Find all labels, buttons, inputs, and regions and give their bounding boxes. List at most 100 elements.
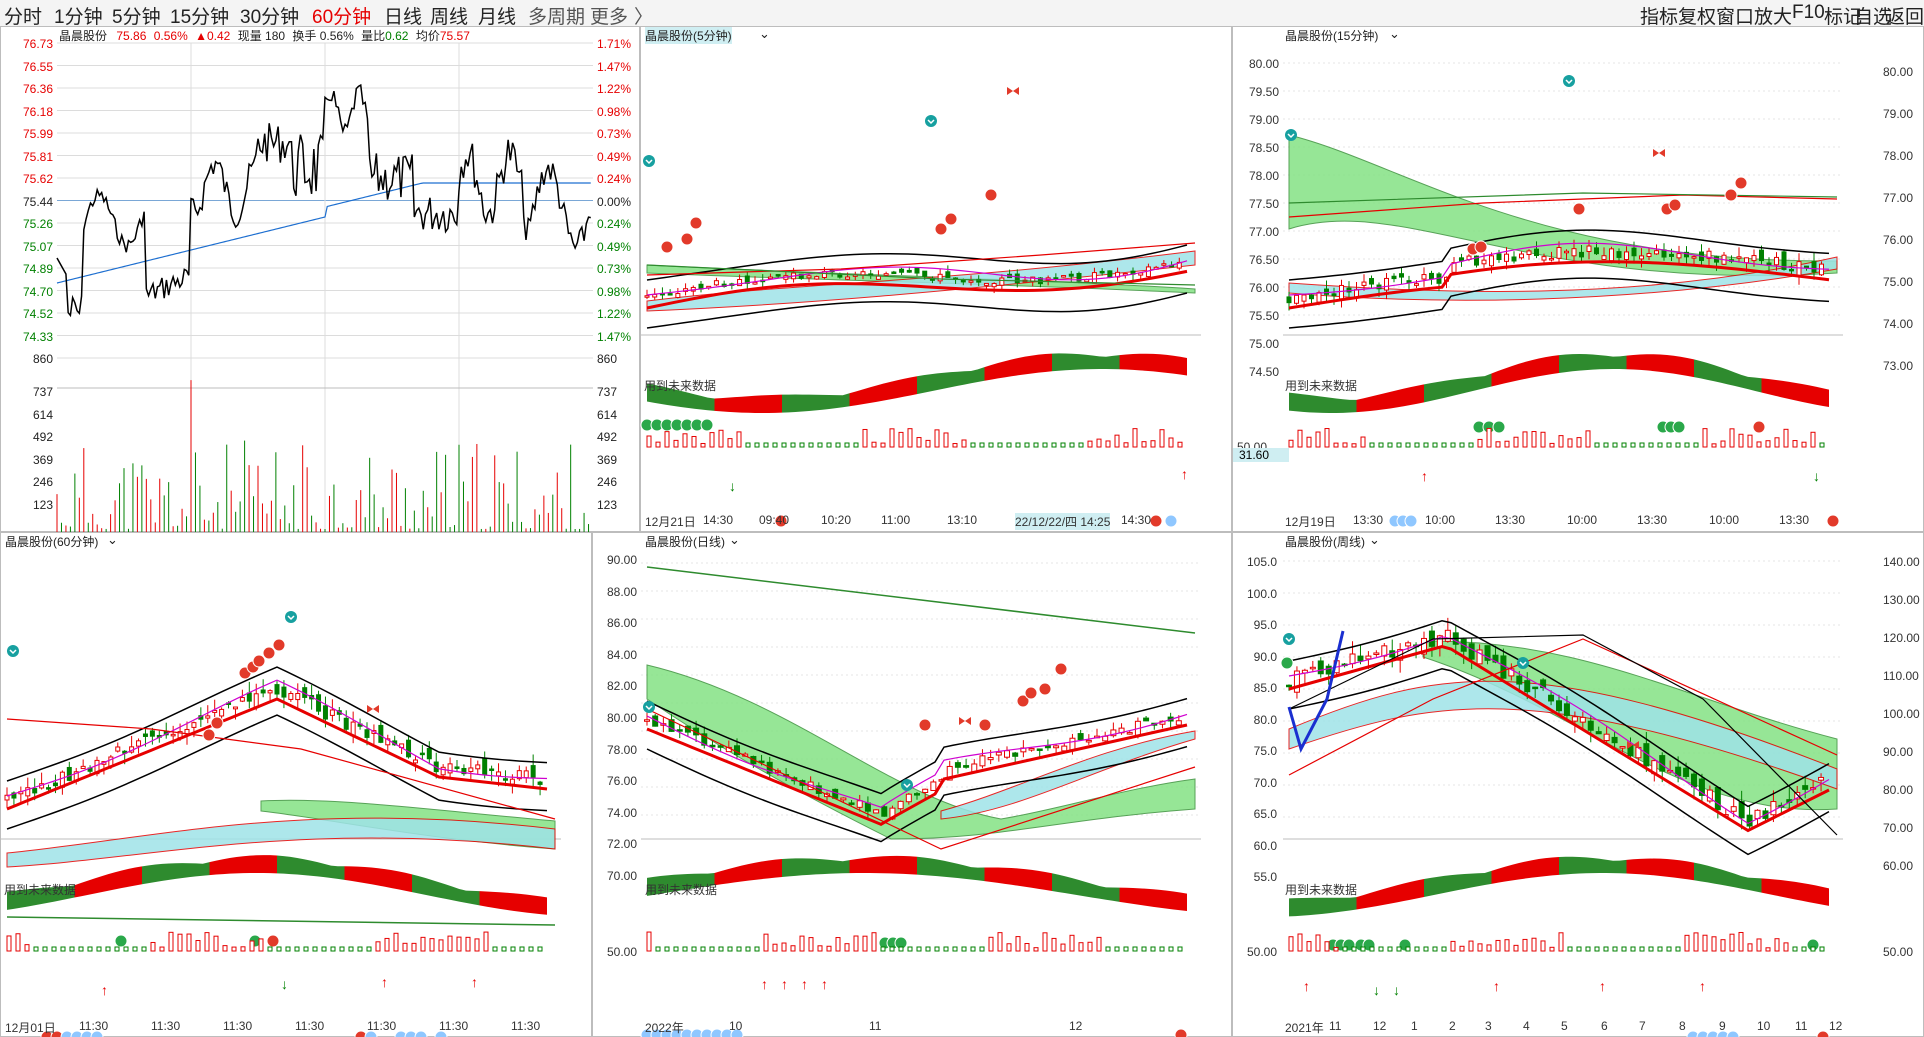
right-axis-label: 80.00 — [1883, 783, 1914, 797]
time-axis-label: 3 — [1485, 1019, 1492, 1033]
indicator-bar — [988, 442, 994, 448]
tool-indicator[interactable]: 指标 — [1640, 7, 1679, 28]
chart-daily-panel[interactable]: 晶晨股份(日线) ⌄ 50.00 ↑ ↑ ↑ ↑ 用到未来数据 90.00 88.00 8… — [592, 532, 1232, 1037]
signal-arrow-icon: ↓ — [729, 478, 736, 494]
indicator-ribbon — [782, 858, 850, 877]
indicator-bar — [1069, 442, 1075, 448]
tool-window[interactable]: 窗口 — [1716, 7, 1755, 28]
red-badge-icon — [1668, 198, 1682, 212]
chart-15min-panel[interactable]: 晶晨股份(15分钟) ⌄ 50.00 31.60 ↑ ↓ 用到未来数据 80.00… — [1232, 26, 1924, 532]
price-axis-label: 105.0 — [1246, 555, 1277, 569]
right-axis-label: 80.00 — [1883, 65, 1914, 79]
time-axis-label: 10 — [729, 1019, 743, 1033]
candle-body — [1176, 261, 1182, 269]
price-axis-label: 76.55 — [22, 59, 53, 74]
teal-down-arrow-icon — [287, 615, 295, 621]
red-badge-icon — [978, 718, 992, 732]
indicator-bar — [1612, 946, 1618, 952]
chevron-down-icon[interactable]: ⌄ — [729, 532, 740, 547]
candle-body — [1061, 275, 1067, 278]
signal-arrow-icon: ↑ — [381, 974, 388, 990]
time-axis-label: 13:30 — [1637, 513, 1668, 527]
time-axis-label: 11:30 — [295, 1019, 325, 1033]
price-axis-label: 90.0 — [1253, 649, 1277, 664]
right-axis-label: 77.00 — [1883, 191, 1914, 205]
candle-body — [46, 787, 52, 790]
indicator-bar — [1369, 442, 1375, 448]
candle-body — [1654, 250, 1659, 255]
chevron-down-icon[interactable]: ⌄ — [759, 26, 770, 41]
indicator-bar — [727, 438, 733, 448]
indicator-bar — [1585, 946, 1591, 952]
indicator-bar — [537, 946, 543, 952]
tool-mark[interactable]: 标记 — [1824, 7, 1863, 28]
candle-body — [775, 274, 781, 277]
indicator-bar — [1123, 946, 1129, 952]
period-tab-15min[interactable]: 15分钟 — [170, 7, 230, 28]
price-axis-label: 55.0 — [1253, 870, 1277, 884]
trend-band-cyan — [1288, 680, 1838, 790]
chart-60min-title: 晶晨股份(60分钟) — [5, 533, 98, 550]
teal-down-arrow-icon — [1565, 79, 1573, 85]
period-tab-daily[interactable]: 日线 — [384, 7, 423, 28]
indicator-bar — [1351, 443, 1357, 448]
period-tab-more[interactable]: 更多 — [590, 7, 629, 28]
candle-body — [864, 802, 871, 812]
period-tab-1min[interactable]: 1分钟 — [54, 7, 103, 28]
indicator-bar — [1549, 442, 1555, 448]
candle-body — [1014, 273, 1020, 284]
candle-body — [814, 276, 820, 280]
time-axis-label: 2021年 — [1285, 1021, 1324, 1035]
period-tab-60min[interactable]: 60分钟 — [312, 7, 372, 28]
indicator-bar — [844, 442, 850, 448]
indicator-ribbon — [1356, 384, 1424, 413]
future-data-note: 用到未来数据 — [1285, 883, 1358, 897]
bollinger-upper-line — [1288, 619, 1830, 808]
indicator-bar — [1765, 947, 1771, 952]
chevron-down-icon[interactable]: ⌄ — [1369, 532, 1380, 547]
tool-zoom[interactable]: 放大 — [1754, 7, 1793, 28]
price-axis-label: 75.0 — [1253, 744, 1277, 758]
period-tab-timeshare[interactable]: 分时 — [4, 7, 43, 28]
chevron-down-icon[interactable]: ⌄ — [107, 532, 118, 547]
period-tab-weekly[interactable]: 周线 — [430, 7, 469, 28]
period-tab-multi[interactable]: 多周期 — [528, 7, 586, 28]
tool-watchlist[interactable]: 自选 — [1854, 7, 1893, 28]
indicator-bar — [1729, 933, 1735, 952]
price-axis-label: 86.00 — [606, 616, 637, 631]
candle-body — [798, 273, 804, 279]
tool-adjust[interactable]: 复权 — [1678, 7, 1717, 28]
period-tab-30min[interactable]: 30分钟 — [240, 7, 300, 28]
chart-5min-plot: ↓↑ — [640, 87, 1201, 528]
chevron-down-icon[interactable]: ⌄ — [1389, 26, 1400, 41]
candle-body — [1587, 720, 1594, 731]
indicator-ribbon — [849, 376, 917, 407]
indicator-bar — [673, 439, 679, 448]
candle-body — [1399, 273, 1404, 278]
indicator-bar — [1576, 946, 1582, 952]
chart-5min-panel[interactable]: 晶晨股份(5分钟) ⌄ ↓ ↑ 用到未来数据 12月21日 14:30 09:40 10… — [640, 26, 1232, 532]
teal-down-arrow-icon — [1285, 637, 1293, 643]
indicator-bar — [1549, 946, 1555, 952]
indicator-ribbon — [714, 394, 782, 413]
chart-60min-panel[interactable]: 晶晨股份(60分钟) ⌄ ↑ ↓ ↑ ↑ 用到未来数据 12月01日 11:30 11:3… — [0, 532, 592, 1037]
indicator-bar — [1684, 442, 1690, 448]
candle-body — [1639, 255, 1644, 260]
period-more-chevron-icon[interactable]: 〉 — [634, 7, 654, 28]
red-badge-icon — [1752, 420, 1766, 434]
period-tab-monthly[interactable]: 月线 — [478, 7, 517, 28]
indicator-bar — [294, 946, 300, 952]
teal-down-arrow-icon — [285, 611, 297, 623]
indicator-ribbon — [1559, 354, 1627, 373]
chart-weekly-panel[interactable]: 晶晨股份(周线) ⌄ 50.00 50.00 ↑ ↓ ↓ ↑ ↑ ↑ 用到未来数据 105… — [1232, 532, 1924, 1037]
indicator-bar — [736, 431, 742, 448]
price-axis-label: 76.50 — [1248, 253, 1279, 267]
period-tab-5min[interactable]: 5分钟 — [112, 7, 161, 28]
candle-body — [767, 276, 773, 280]
intraday-panel[interactable]: 晶晨股份 75.86 0.56% ▲0.42 现量 180 换手 0.56% 量… — [0, 26, 640, 533]
tool-f10[interactable]: F10 — [1792, 2, 1825, 23]
pct-axis-label: 1.71% — [597, 37, 632, 51]
price-axis-label: 75.99 — [22, 127, 53, 141]
tool-back[interactable]: 返回 — [1886, 7, 1924, 28]
candle-body — [1496, 253, 1502, 261]
